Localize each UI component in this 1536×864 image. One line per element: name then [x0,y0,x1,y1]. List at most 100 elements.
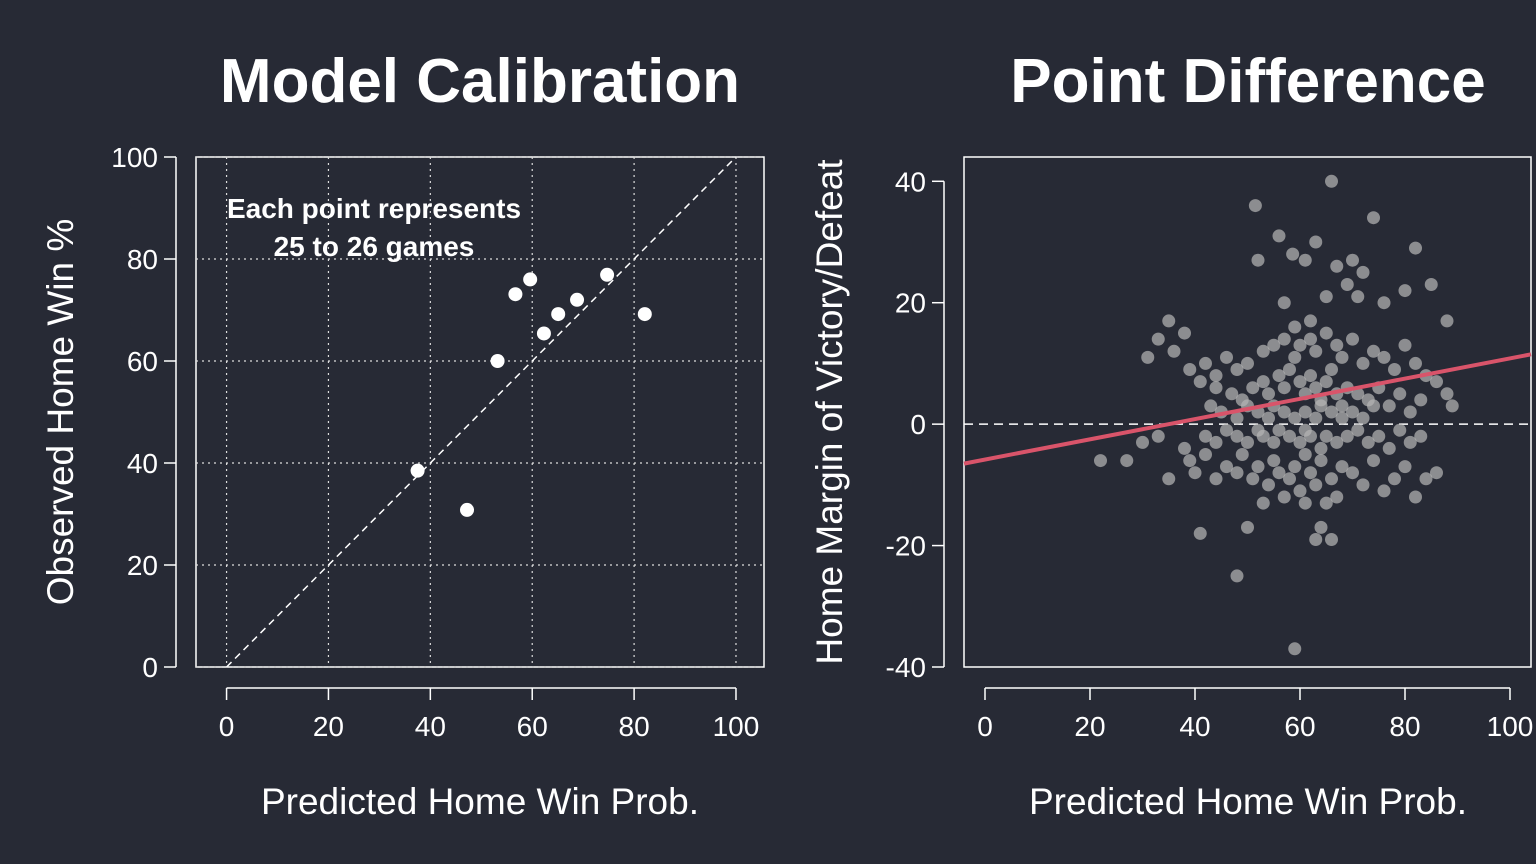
point-difference-y-tick-label: -40 [886,652,926,683]
calibration-annotation-line-2: 25 to 26 games [274,231,475,262]
point-difference-point [1141,350,1155,364]
calibration-point [637,307,652,322]
point-difference-point [1309,411,1323,425]
point-difference-point [1319,290,1333,304]
point-difference-point [1136,435,1149,449]
point-difference-point [1272,369,1286,383]
point-difference-point [1367,211,1380,225]
point-difference-point [1167,344,1181,358]
calibration-points [410,267,652,517]
point-difference-point [1398,284,1412,298]
point-difference-point [1277,490,1291,504]
point-difference-point [1382,399,1396,413]
point-difference-point [1309,533,1323,546]
calibration-grid [196,156,764,668]
calibration-point [551,307,566,322]
point-difference-point [1330,338,1344,352]
point-difference-point [1267,435,1281,449]
point-difference-point [1314,399,1328,413]
calibration-x-tick-label: 20 [313,711,344,742]
calibration-x-tick-label: 0 [219,711,235,742]
point-difference-point [1430,375,1443,389]
point-difference-point [1162,314,1176,328]
calibration-x-axis-label: Predicted Home Win Prob. [261,781,699,822]
point-difference-point [1193,375,1207,389]
point-difference-point [1314,441,1328,455]
point-difference-point [1388,472,1401,486]
point-difference-point [1377,350,1391,364]
point-difference-point [1361,435,1375,449]
point-difference-point [1230,411,1244,425]
point-difference-y-axis-label: Home Margin of Victory/Defeat [809,159,850,665]
point-difference-point [1398,460,1412,474]
point-difference-point [1393,423,1407,437]
calibration-y-axis-label: Observed Home Win % [40,219,81,606]
point-difference-point [1277,405,1291,419]
calibration-panel: Model Calibration 0 20 40 60 80 100 0 20 40 60 80 1… [40,47,765,822]
point-difference-point [1304,369,1317,383]
point-difference-point [1277,332,1291,346]
point-difference-point [1293,435,1307,449]
point-difference-point [1183,454,1197,468]
point-difference-point [1340,429,1354,443]
point-difference-point [1288,642,1302,656]
point-difference-point [1414,429,1428,443]
point-difference-point [1178,441,1191,455]
point-difference-point [1440,314,1454,328]
point-difference-point [1251,460,1265,474]
point-difference-point [1288,320,1302,334]
point-difference-title: Point Difference [1010,47,1485,116]
calibration-point [523,272,538,287]
calibration-point [570,292,585,307]
point-difference-panel: Point Difference 0 20 40 60 80 100 -40 -20 0 20 40… [809,47,1533,822]
point-difference-point [1419,472,1433,486]
point-difference-x-tick-label: 20 [1074,711,1105,742]
point-difference-point [1230,429,1244,443]
point-difference-point [1367,454,1380,468]
point-difference-point [1230,569,1244,583]
point-difference-point [1267,454,1281,468]
point-difference-point [1309,235,1323,249]
point-difference-y-tick-label: -20 [886,531,926,562]
point-difference-point [1288,350,1302,364]
point-difference-point [1346,405,1359,419]
point-difference-x-tick-label: 40 [1179,711,1210,742]
calibration-x-tick-label: 60 [517,711,548,742]
point-difference-point [1319,496,1333,510]
point-difference-point [1293,375,1307,389]
point-difference-point [1319,375,1333,389]
point-difference-point [1204,399,1218,413]
point-difference-point [1304,466,1317,480]
calibration-point [508,287,523,302]
point-difference-point [1298,496,1312,510]
point-difference-point [1430,466,1443,480]
point-difference-point [1283,363,1296,376]
point-difference-point [1393,387,1407,401]
point-difference-point [1277,296,1291,310]
point-difference-point [1424,278,1438,291]
point-difference-point [1235,448,1249,461]
point-difference-y-tick-label: 20 [895,288,926,319]
point-difference-point [1220,423,1233,437]
point-difference-point [1272,229,1286,243]
point-difference-point [1409,241,1422,255]
point-difference-point [1414,393,1428,407]
point-difference-point [1325,174,1338,188]
point-difference-point [1283,429,1296,443]
point-difference-point [1256,496,1270,510]
calibration-reference-line [226,156,737,668]
point-difference-point [1340,278,1354,291]
point-difference-point [1335,411,1349,425]
point-difference-point [1199,448,1212,461]
point-difference-point [1298,405,1312,419]
point-difference-point [1178,326,1191,340]
calibration-y-tick-label: 20 [127,550,158,581]
point-difference-point [1293,338,1307,352]
point-difference-point [1372,429,1386,443]
point-difference-point [1256,375,1270,389]
point-difference-axes: 0 20 40 60 80 100 -40 -20 0 20 40 [886,166,1534,742]
point-difference-point [1230,466,1244,480]
point-difference-point [1304,332,1317,346]
point-difference-point [1262,411,1275,425]
